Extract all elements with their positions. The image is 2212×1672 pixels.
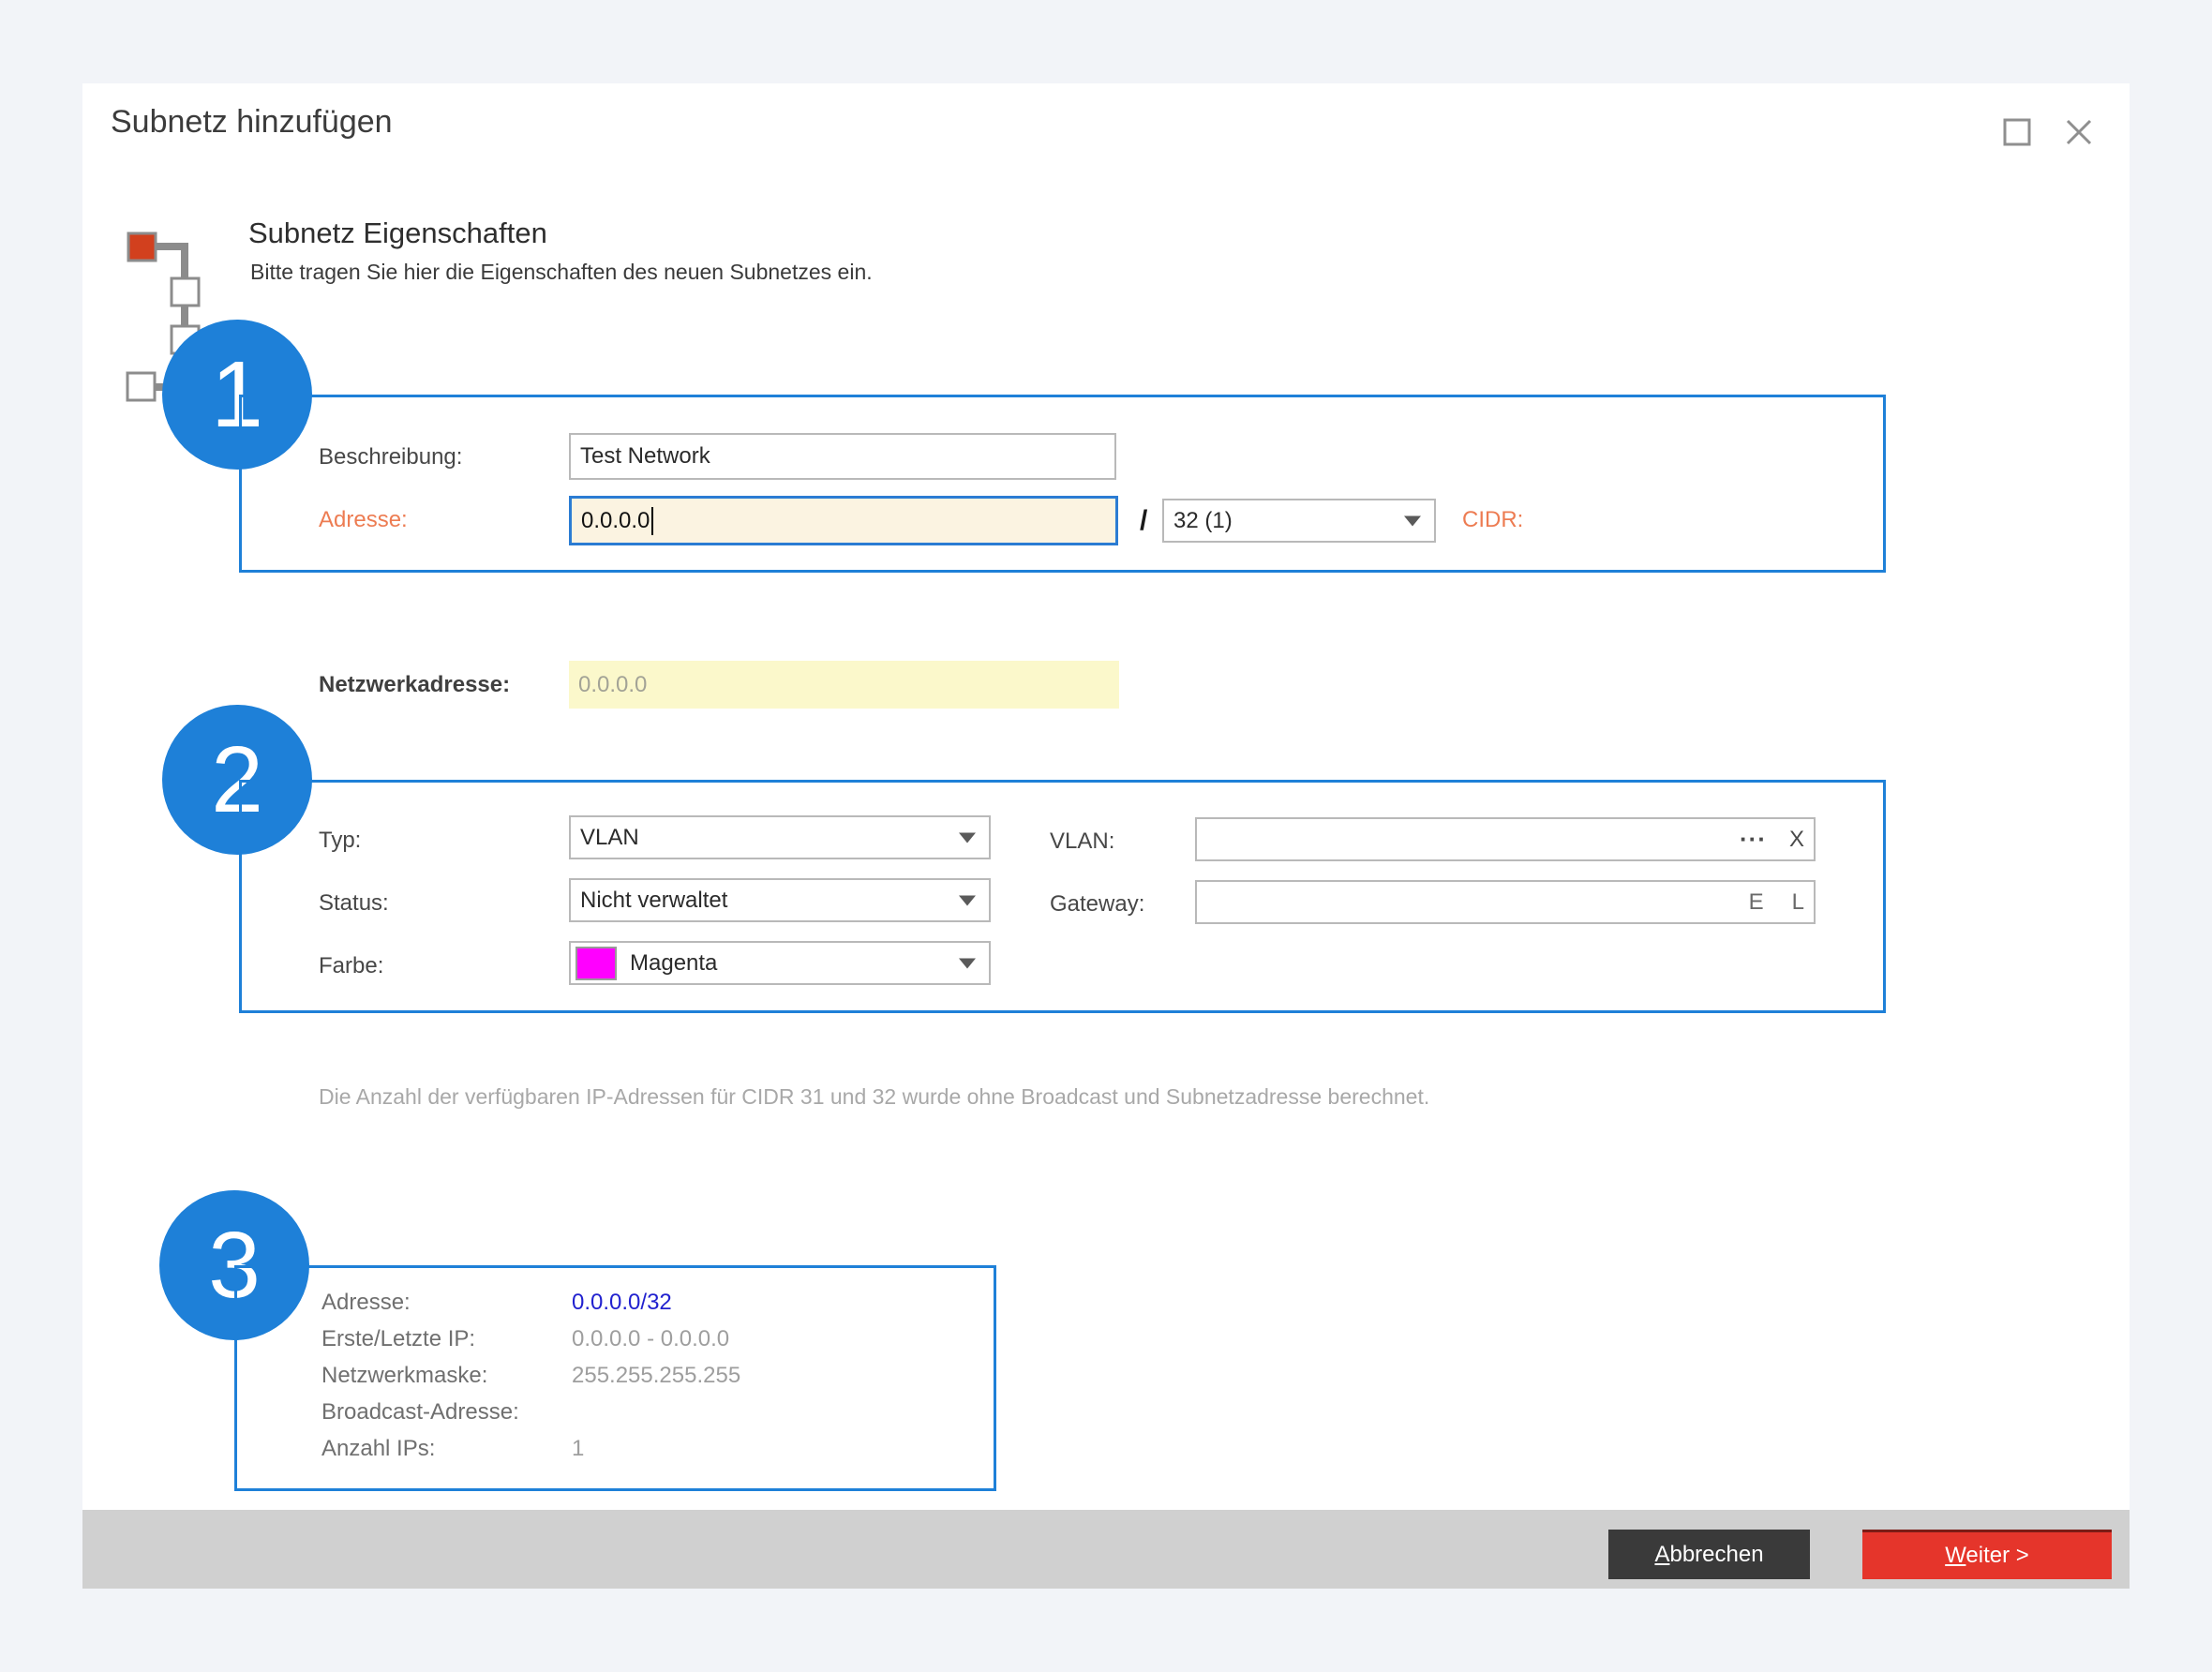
- chevron-down-icon: [959, 958, 976, 968]
- gateway-input[interactable]: E L: [1195, 880, 1816, 924]
- gateway-label: Gateway:: [1050, 891, 1145, 917]
- typ-selected-value: VLAN: [580, 824, 639, 850]
- cancel-button[interactable]: Abbrechen: [1608, 1530, 1810, 1579]
- summary-netmask-label: Netzwerkmaske:: [321, 1363, 488, 1388]
- netzwerkadresse-label: Netzwerkadresse:: [319, 672, 511, 697]
- vlan-label: VLAN:: [1050, 829, 1115, 854]
- vlan-browse-button[interactable]: ···: [1740, 825, 1767, 853]
- summary-netmask-value: 255.255.255.255: [572, 1363, 741, 1388]
- summary-first-last-value: 0.0.0.0 - 0.0.0.0: [572, 1326, 730, 1351]
- section-summary-box: Adresse: 0.0.0.0/32 Erste/Letzte IP: 0.0…: [234, 1265, 996, 1491]
- beschreibung-input[interactable]: Test Network: [569, 433, 1116, 480]
- maximize-button[interactable]: [2002, 117, 2032, 147]
- dialog-title: Subnetz hinzufügen: [111, 104, 393, 140]
- chevron-down-icon: [959, 832, 976, 843]
- gateway-last-ip-button[interactable]: L: [1791, 888, 1804, 915]
- netzwerkadresse-text: 0.0.0.0: [578, 671, 648, 697]
- close-button[interactable]: [2064, 117, 2094, 147]
- cidr-slash: /: [1140, 505, 1148, 536]
- adresse-label: Adresse:: [319, 507, 408, 532]
- netzwerkadresse-value: 0.0.0.0: [569, 661, 1119, 709]
- close-icon: [2066, 119, 2092, 145]
- summary-adresse-value: 0.0.0.0/32: [572, 1290, 672, 1315]
- gateway-first-ip-button[interactable]: E: [1748, 888, 1764, 915]
- farbe-dropdown[interactable]: Magenta: [569, 941, 991, 985]
- section-subnet-options-box: [239, 780, 1886, 1013]
- chevron-down-icon: [1404, 515, 1421, 526]
- summary-ip-count-label: Anzahl IPs:: [321, 1436, 436, 1461]
- dialog-footer: Abbrechen Weiter >: [82, 1510, 2130, 1589]
- status-label: Status:: [319, 890, 389, 916]
- adresse-input[interactable]: 0.0.0.0: [569, 496, 1118, 545]
- summary-ip-count-value: 1: [572, 1436, 585, 1461]
- add-subnet-dialog: Subnetz hinzufügen Sub: [82, 83, 2130, 1589]
- cidr-dropdown[interactable]: 32 (1): [1162, 499, 1436, 543]
- cidr-selected-value: 32 (1): [1173, 507, 1233, 533]
- farbe-selected-value: Magenta: [630, 949, 718, 976]
- typ-dropdown[interactable]: VLAN: [569, 815, 991, 859]
- beschreibung-value: Test Network: [580, 443, 710, 469]
- summary-adresse-label: Adresse:: [321, 1290, 411, 1315]
- adresse-value: 0.0.0.0: [581, 507, 650, 533]
- text-caret: [651, 506, 654, 535]
- farbe-label: Farbe:: [319, 953, 384, 978]
- cidr-info-text: Die Anzahl der verfügbaren IP-Adressen f…: [319, 1084, 1430, 1109]
- vlan-input[interactable]: ··· X: [1195, 817, 1816, 861]
- page-title: Subnetz Eigenschaften: [248, 216, 547, 249]
- status-selected-value: Nicht verwaltet: [580, 887, 728, 913]
- status-dropdown[interactable]: Nicht verwaltet: [569, 878, 991, 922]
- section-subnet-address-box: [239, 395, 1886, 573]
- page-subtitle: Bitte tragen Sie hier die Eigenschaften …: [250, 260, 873, 284]
- chevron-down-icon: [959, 895, 976, 905]
- color-swatch-magenta: [575, 946, 617, 980]
- cidr-label: CIDR:: [1462, 507, 1524, 532]
- vlan-clear-button[interactable]: X: [1788, 826, 1804, 852]
- maximize-icon: [2003, 118, 2031, 146]
- next-button[interactable]: Weiter >: [1862, 1530, 2112, 1579]
- typ-label: Typ:: [319, 828, 362, 853]
- summary-broadcast-label: Broadcast-Adresse:: [321, 1399, 519, 1425]
- beschreibung-label: Beschreibung:: [319, 444, 463, 470]
- summary-first-last-label: Erste/Letzte IP:: [321, 1326, 476, 1351]
